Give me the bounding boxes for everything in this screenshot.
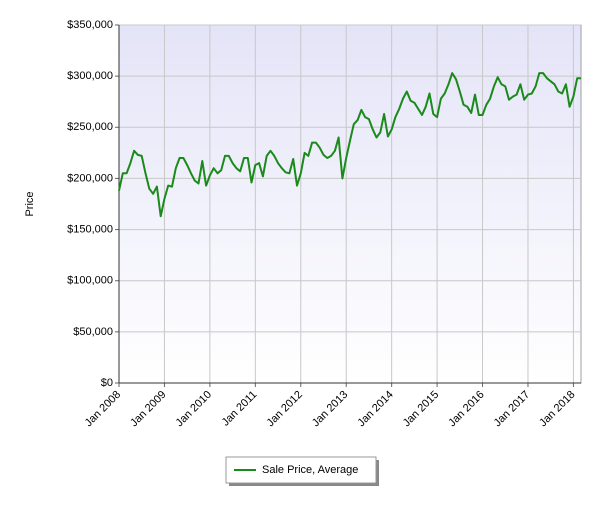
y-tick-label: $200,000 [67,172,113,184]
x-tick-label: Jan 2010 [174,389,214,429]
y-axis-title: Price [24,191,36,216]
x-tick-label: Jan 2011 [220,389,260,429]
y-tick-label: $250,000 [67,121,113,133]
series-line [118,72,581,218]
y-tick-label: $300,000 [67,70,113,82]
x-tick-label: Jan 2016 [446,389,486,429]
y-tick-label: $50,000 [73,326,113,338]
y-tick-label: $0 [101,377,113,389]
x-tick-label: Jan 2012 [264,389,304,429]
x-tick-label: Jan 2015 [401,389,441,429]
x-tick-label: Jan 2009 [128,389,168,429]
y-tick-label: $150,000 [67,223,113,235]
x-tick-label: Jan 2014 [355,389,395,429]
y-tick-label: $350,000 [67,19,113,31]
x-tick-label: Jan 2018 [537,389,577,429]
x-tick-label: Jan 2008 [83,389,123,429]
legend-label: Sale Price, Average [262,464,358,476]
x-tick-label: Jan 2017 [492,389,532,429]
legend [225,456,379,486]
x-tick-label: Jan 2013 [310,389,350,429]
plot-area [118,24,582,384]
y-tick-label: $100,000 [67,275,113,287]
